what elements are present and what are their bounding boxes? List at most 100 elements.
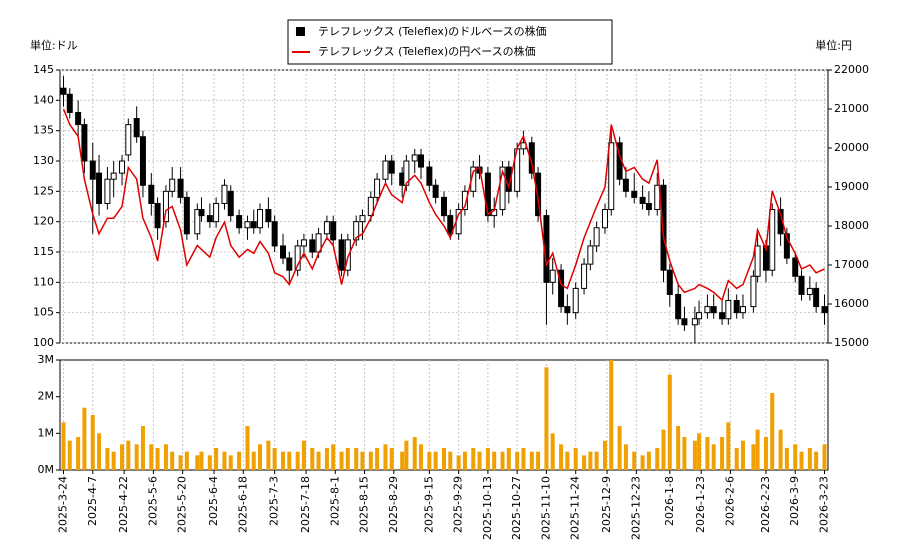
candle-body [739,306,746,314]
volume-bar [536,451,541,470]
x-tick-label: 2025-4-7 [86,476,99,526]
volume-bar [822,444,827,470]
candle-body [139,136,146,186]
candle-body [367,196,374,217]
x-tick-label: 2025-10-27 [510,476,523,540]
candle-body [110,172,117,180]
y-tick-label: 3M [38,353,55,366]
candle-body [631,190,638,198]
volume-bar [623,444,628,470]
volume-bar [640,455,645,470]
volume-bar [360,451,365,470]
candle-body [257,209,264,229]
x-tick-label: 2026-1-8 [663,476,676,526]
candle-body [660,184,667,271]
x-tick-label: 2025-5-6 [146,476,159,526]
volume-bar [763,437,768,470]
volume-bar [521,448,526,470]
candle-body [783,233,790,259]
volume-bar [734,448,739,470]
volume-bar [692,440,697,470]
candle-body [183,196,190,235]
candle-body [169,178,176,192]
y2-tick-label: 15000 [834,336,869,349]
volume-bar [331,444,336,470]
candle-body [813,287,820,308]
volume-bar [324,448,329,470]
volume-bar [602,440,607,470]
volume-bar [617,426,622,470]
candle-body [198,209,205,217]
x-tick-label: 2025-12-9 [600,476,613,533]
candle-body [411,154,418,162]
candle-body [691,318,698,326]
volume-bar [705,437,710,470]
legend-marker [296,27,305,36]
y-tick-label: 125 [33,184,54,197]
volume-bar [646,451,651,470]
volume-bar [400,451,405,470]
candle-body [104,178,111,204]
volume-bar [814,451,819,470]
x-tick-label: 2025-12-23 [629,476,642,540]
candle-body [81,124,88,162]
legend-label: テレフレックス (Teleflex)のドルベースの株価 [318,24,547,38]
x-tick-label: 2025-6-18 [236,476,249,533]
candle-body [696,312,703,320]
volume-bar [155,448,160,470]
volume-bar [515,451,520,470]
candle-body [681,318,688,326]
volume-bar [419,444,424,470]
x-tick-label: 2025-5-20 [176,476,189,533]
candle-body [96,172,103,204]
volume-bar [245,426,250,470]
volume-bar [120,444,125,470]
candle-body [119,160,126,174]
candle-body [338,239,345,271]
x-tick-label: 2025-10-13 [481,476,494,540]
volume-bar [140,426,145,470]
volume-bar [427,451,432,470]
y-tick-label: 1M [38,426,55,439]
candle-body [754,245,761,277]
candle-body [227,190,234,217]
candle-body [675,293,682,320]
legend-label: テレフレックス (Teleflex)の円ベースの株価 [318,44,536,58]
volume-bar [295,451,300,470]
volume-bar [214,448,219,470]
volume-bar [368,451,373,470]
volume-bar [755,429,760,470]
price-line [62,108,825,302]
volume-bar [433,451,438,470]
volume-bar [126,440,131,470]
x-tick-label: 2026-2-23 [759,476,772,533]
x-tick-label: 2025-8-15 [358,476,371,533]
x-tick-label: 2025-8-29 [387,476,400,533]
candle-body [213,202,220,223]
volume-bar [477,451,482,470]
volume-bar [456,455,461,470]
candle-body [75,111,82,126]
volume-bar [807,448,812,470]
volume-bar [770,393,775,470]
volume-bar [90,415,95,470]
volume-bar [676,426,681,470]
y2-axis-label: 単位:円 [815,38,852,52]
volume-bar [793,444,798,470]
candle-body [206,215,213,223]
candle-body [60,87,67,95]
candle-body [418,154,425,168]
candle-body [798,275,805,295]
volume-bar [751,444,756,470]
candle-body [236,215,243,229]
y-tick-label: 105 [33,306,54,319]
volume-bar [740,440,745,470]
x-tick-label: 2025-3-24 [57,476,70,533]
candle-body [704,306,711,314]
y-tick-label: 110 [33,275,54,288]
volume-bar [134,444,139,470]
legend [287,19,613,65]
candle-body [499,166,506,211]
y-tick-label: 120 [33,215,54,228]
